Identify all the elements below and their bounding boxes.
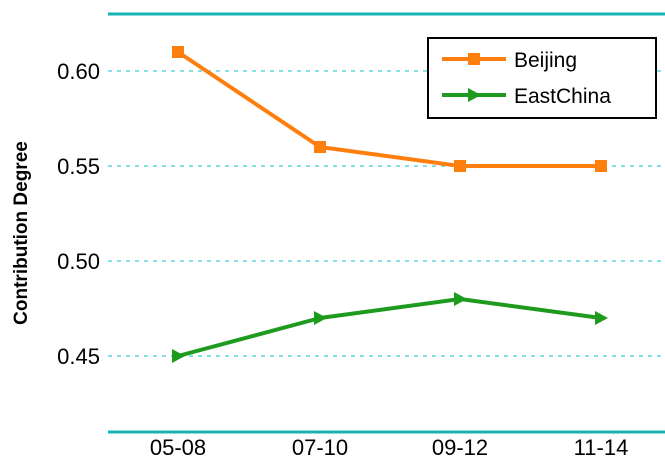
legend-item: Beijing: [442, 49, 577, 72]
legend-item: EastChina: [442, 85, 611, 108]
y-axis-label: Contribution Degree: [11, 141, 32, 325]
y-tick-label: 0.50: [57, 249, 100, 274]
data-point: [595, 160, 607, 172]
data-point: [454, 292, 467, 306]
x-tick-label: 05-08: [150, 435, 206, 458]
series-eastchina: [172, 292, 608, 363]
legend-box: [427, 37, 657, 119]
grid-lines: [108, 70, 665, 357]
y-tick-labels: 0.45 0.50 0.55 0.60: [57, 59, 100, 369]
x-tick-labels: 05-08 07-10 09-12 11-14: [150, 435, 628, 458]
series-line: [176, 50, 601, 168]
x-tick-label: 09-12: [432, 435, 488, 458]
y-tick-label: 0.45: [57, 344, 100, 369]
data-point: [314, 141, 326, 153]
legend-label: EastChina: [514, 85, 611, 108]
series-beijing: [172, 46, 607, 172]
series-group: [172, 46, 608, 363]
data-point: [454, 160, 466, 172]
x-tick-label: 07-10: [292, 435, 348, 458]
data-point: [468, 53, 480, 65]
y-tick-label: 0.60: [57, 59, 100, 84]
x-tick-label: 11-14: [574, 435, 629, 458]
data-point: [595, 311, 608, 325]
data-point: [172, 46, 184, 58]
data-point: [468, 88, 481, 102]
legend-label: Beijing: [514, 49, 577, 72]
series-line: [177, 297, 602, 358]
y-tick-label: 0.55: [57, 154, 100, 179]
legend: Beijing EastChina: [427, 37, 657, 119]
data-point: [314, 311, 327, 325]
data-point: [172, 349, 185, 363]
